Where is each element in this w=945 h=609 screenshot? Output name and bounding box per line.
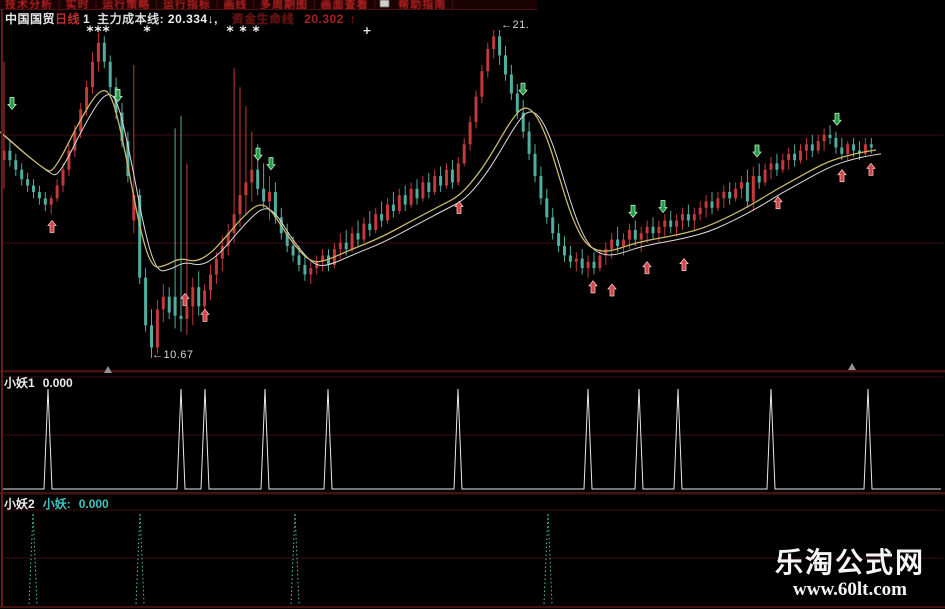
menu-separator: | <box>155 0 158 10</box>
indicator2-series-label: 小妖: <box>42 497 71 511</box>
xiaoyao1-line <box>3 388 941 490</box>
ma-white-line <box>4 93 882 272</box>
indicator2-value: 0.000 <box>78 497 109 511</box>
sell-arrow-icon <box>518 82 528 96</box>
indicator2-header: 小妖2 小妖: 0.000 <box>4 495 109 512</box>
period-label[interactable]: 日线 <box>55 12 81 26</box>
indicator1-title[interactable]: 小妖1 <box>4 376 35 390</box>
star-marker: * <box>94 24 102 40</box>
indicator1-value: 0.000 <box>42 376 73 390</box>
menu-item[interactable]: 技术分析 <box>5 0 53 10</box>
menu-item[interactable]: 多周期图 <box>260 0 309 10</box>
menu-item[interactable]: 画线 <box>223 0 248 10</box>
sell-arrow-icon <box>7 96 17 111</box>
menu-item[interactable]: 实时 <box>65 0 90 10</box>
menu-item[interactable]: 运行策略 <box>102 0 151 10</box>
peak-price-label: ←21. <box>501 19 530 31</box>
stock-name[interactable]: 中国国贸 <box>5 12 56 26</box>
buy-arrow-icon <box>837 169 847 183</box>
buy-arrow-icon <box>773 196 783 210</box>
sell-arrow-icon <box>266 157 276 171</box>
chart-grid-icon[interactable] <box>380 0 390 8</box>
star-marker: * <box>252 24 260 40</box>
main-cost-direction-icon: ↓, <box>207 12 218 26</box>
ma-yellow-line <box>0 90 877 268</box>
info-bar: 中国国贸日线 1 主力成本线: 20.334↓, 资金生命线 20.302 ↑ <box>5 10 356 27</box>
menu-separator: | <box>94 0 98 10</box>
buy-arrow-icon <box>180 292 190 306</box>
fund-life-line-value: 20.302 <box>304 12 344 26</box>
panel-divider[interactable] <box>0 370 945 373</box>
menu-separator: | <box>313 0 316 10</box>
timeline-triangle-marker[interactable] <box>848 363 856 370</box>
menu-item[interactable]: 运行指标 <box>162 0 211 10</box>
low-price-label: ←10.67 <box>152 349 194 361</box>
panel-divider[interactable] <box>0 492 945 495</box>
sell-arrow-icon <box>113 89 123 103</box>
indicator2-title[interactable]: 小妖2 <box>4 497 35 511</box>
star-marker: * <box>102 24 110 40</box>
sell-arrow-icon <box>752 144 762 158</box>
bottom-border <box>0 606 945 608</box>
fund-direction-icon: ↑ <box>349 12 357 26</box>
menu-separator: | <box>215 0 219 10</box>
watermark-site-name: 乐淘公式网 <box>774 548 925 579</box>
buy-arrow-icon <box>454 200 464 214</box>
buy-arrow-icon <box>607 283 617 297</box>
screen-index: 1 <box>83 12 91 26</box>
timeline-triangle-marker[interactable] <box>104 366 112 373</box>
star-marker: * <box>239 24 247 40</box>
watermark-site-url: www.60lt.com <box>793 579 907 600</box>
buy-arrow-icon <box>200 308 210 322</box>
watermark: 乐淘公式网 www.60lt.com <box>758 548 942 600</box>
menu-separator: | <box>451 0 454 10</box>
menu-separator: | <box>58 0 61 10</box>
menu-item[interactable]: 帮助指南 <box>398 0 447 10</box>
menu-separator: | <box>373 0 377 10</box>
menu-separator: | <box>252 0 256 10</box>
buy-arrow-icon <box>642 261 652 275</box>
sell-arrow-icon <box>253 147 263 161</box>
sell-arrow-icon <box>832 112 842 126</box>
indicator1-header: 小妖1 0.000 <box>4 374 73 391</box>
star-marker: * <box>86 24 94 40</box>
star-marker: * <box>226 24 234 40</box>
menu-item[interactable]: 画面查看 <box>320 0 369 10</box>
main-cost-line-value: 20.334 <box>167 12 208 26</box>
buy-arrow-icon <box>47 219 57 233</box>
buy-arrow-icon <box>679 257 689 271</box>
buy-arrow-icon <box>588 280 598 294</box>
main-cost-line-label: 主力成本线: <box>97 12 165 26</box>
sell-arrow-icon <box>628 204 638 218</box>
sell-arrow-icon <box>658 200 668 214</box>
star-marker: * <box>143 24 151 40</box>
menu-bar-items: 技术分析 | 实时 | 运行策略 | 运行指标 | 画线 | 多周期图 | 画面查看 | 帮助指南 | <box>0 0 537 10</box>
fund-life-line-label: 资金生命线 <box>231 12 295 26</box>
plus-marker: + <box>362 24 371 37</box>
menu-bar: 技术分析 | 实时 | 运行策略 | 运行指标 | 画线 | 多周期图 | 画面查看 | 帮助指南 | <box>0 0 537 10</box>
buy-arrow-icon <box>866 162 876 176</box>
